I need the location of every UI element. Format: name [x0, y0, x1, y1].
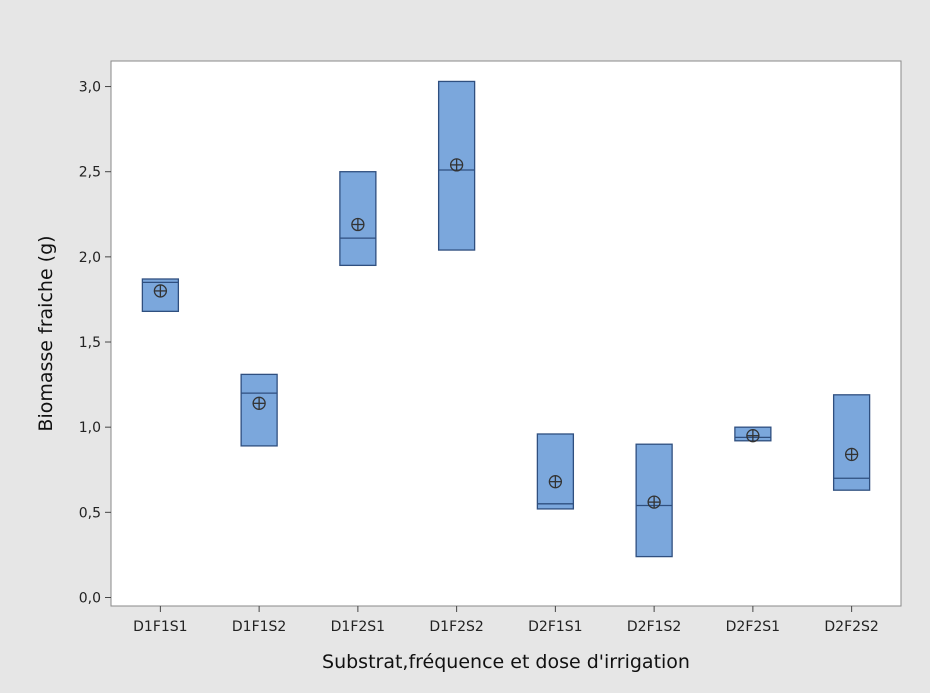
box-iqr: [832, 394, 871, 491]
mean-marker: [153, 284, 168, 298]
x-axis-title: Substrat,fréquence et dose d'irrigation: [322, 651, 690, 673]
box-iqr: [240, 373, 278, 447]
y-tick-label: 1,5: [79, 335, 101, 351]
x-axis: D1F1S1 D1F1S2 D1F2S1 D1F2S2 D2F1S1 D2F1S2 D2F2…: [133, 606, 879, 635]
x-tick-label: D1F1S1: [133, 619, 187, 635]
mean-marker: [844, 447, 859, 462]
x-tick-label: D1F2S1: [331, 619, 385, 635]
mean-marker: [548, 475, 563, 489]
y-axis-title: Biomasse fraiche (g): [35, 235, 57, 431]
y-axis: 0,0 0,5 1,0 1,5 2,0 2,5 3,0: [79, 80, 111, 606]
box-iqr: [536, 433, 575, 510]
y-tick-label: 0,5: [79, 505, 101, 521]
box-D1F2S2: [437, 80, 476, 251]
mean-marker: [647, 495, 661, 509]
y-tick-label: 0,0: [79, 590, 101, 606]
y-tick-label: 3,0: [79, 80, 101, 96]
box-D2F1S2: [635, 443, 673, 558]
mean-marker: [746, 429, 760, 443]
x-tick-label: D2F2S2: [824, 619, 878, 635]
x-tick-label: D1F1S2: [232, 619, 286, 635]
box-D2F2S1: [734, 426, 772, 443]
y-tick-label: 1,0: [79, 420, 101, 436]
y-tick-label: 2,0: [79, 250, 101, 266]
x-tick-label: D1F2S2: [429, 619, 483, 635]
mean-marker: [351, 217, 365, 232]
y-tick-label: 2,5: [79, 165, 101, 181]
box-iqr: [437, 80, 476, 251]
boxes-group: [141, 80, 871, 558]
box-D2F2S2: [832, 394, 871, 491]
box-D2F1S1: [536, 433, 575, 510]
mean-marker: [449, 158, 464, 172]
box-D1F2S1: [339, 171, 377, 267]
x-tick-label: D2F2S1: [726, 619, 780, 635]
box-D1F1S2: [240, 373, 278, 447]
mean-marker: [252, 396, 266, 410]
box-D1F1S1: [141, 278, 180, 313]
plot-area: [110, 60, 902, 607]
x-tick-label: D2F1S1: [528, 619, 582, 635]
x-tick-label: D2F1S2: [627, 619, 681, 635]
